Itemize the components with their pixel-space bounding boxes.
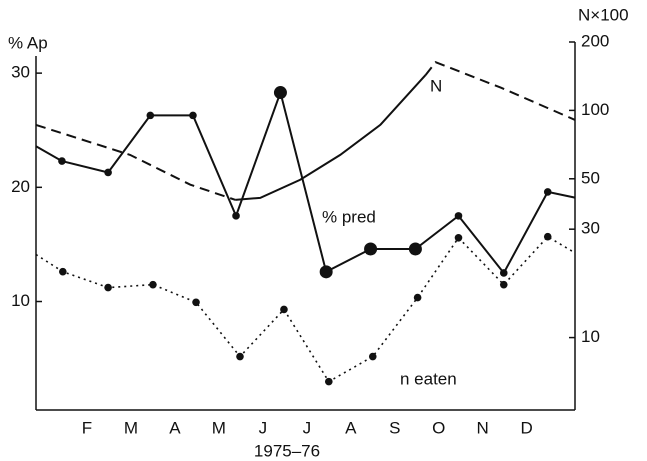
y2-tick-label: 30 [581, 219, 600, 238]
series-line [235, 74, 427, 201]
x-tick-label: S [389, 418, 400, 437]
series-label: n eaten [400, 369, 457, 388]
y-axis-label: % Ap [8, 33, 48, 52]
x-tick-label: J [303, 418, 312, 437]
data-point [232, 212, 240, 220]
data-point [280, 305, 288, 314]
x-tick-label: N [477, 418, 489, 437]
y2-axis-label: N×100 [578, 5, 629, 24]
x-tick-label: F [82, 418, 92, 437]
series-line [35, 235, 576, 383]
data-point [58, 157, 66, 165]
data-point [149, 280, 157, 289]
data-point [543, 232, 552, 241]
data-point [192, 298, 200, 307]
y-tick-label: 30 [11, 63, 30, 82]
y2-tick-label: 200 [581, 31, 609, 50]
data-point [499, 269, 508, 277]
y-tick-label: 20 [11, 177, 30, 196]
data-point [104, 283, 112, 292]
data-point [499, 280, 508, 289]
x-tick-label: A [345, 418, 357, 437]
data-point [413, 293, 422, 302]
series-line [35, 123, 236, 201]
data-point [104, 168, 112, 177]
data-point [454, 212, 463, 220]
data-point [364, 242, 378, 256]
series-line [424, 60, 576, 121]
data-point [454, 233, 463, 242]
data-point [189, 111, 197, 120]
data-point [408, 242, 422, 256]
x-tick-label: O [432, 418, 445, 437]
x-axis-label: 1975–76 [254, 441, 320, 460]
data-point [236, 352, 244, 361]
x-tick-label: M [124, 418, 138, 437]
y-tick-label: 10 [11, 291, 30, 310]
x-tick-label: A [169, 418, 181, 437]
data-point [273, 86, 287, 100]
y2-tick-label: 10 [581, 327, 600, 346]
data-point [325, 377, 333, 386]
series-line [35, 89, 576, 275]
data-point [543, 188, 552, 196]
x-tick-label: M [212, 418, 226, 437]
series-label: N [430, 76, 442, 95]
data-point [59, 267, 67, 276]
x-tick-label: J [259, 418, 268, 437]
y2-tick-label: 100 [581, 100, 609, 119]
series-label: % pred [322, 207, 376, 226]
data-point [319, 265, 333, 279]
y2-tick-label: 50 [581, 168, 600, 187]
data-point [146, 111, 155, 120]
x-tick-label: D [520, 418, 532, 437]
data-point [368, 352, 377, 361]
